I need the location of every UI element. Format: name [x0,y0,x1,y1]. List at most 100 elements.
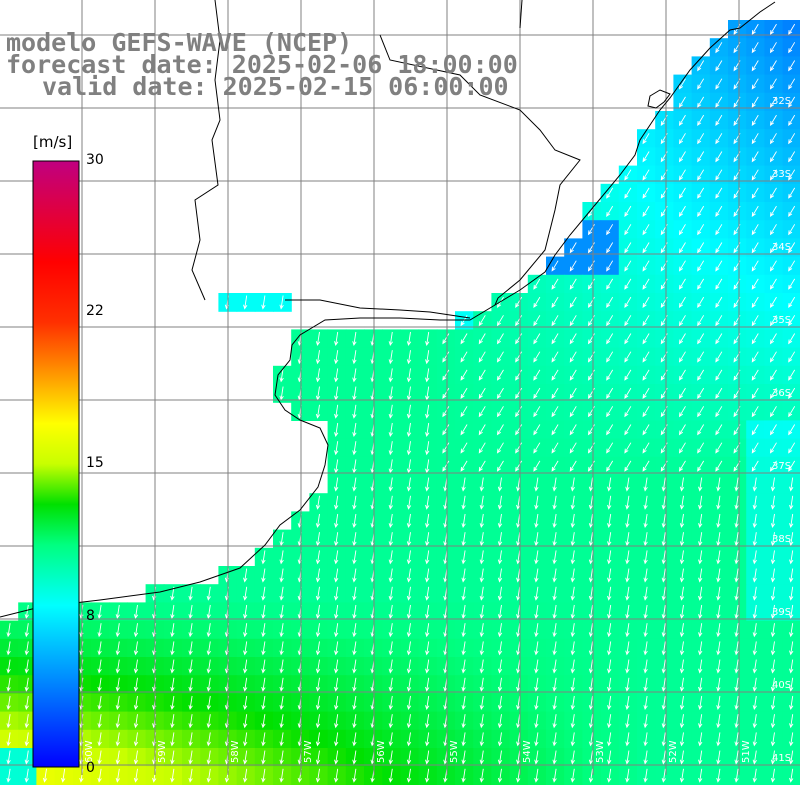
wind-arrow [607,550,612,565]
wind-arrow [789,623,794,638]
wind-arrow [315,641,321,656]
wind-arrow [570,586,575,601]
wind-arrow [534,750,539,765]
wind-arrow [788,260,796,272]
wind-arrow [534,677,539,692]
latitude-label: 36S [772,388,791,399]
wind-arrow [643,586,648,601]
wind-arrow [679,659,685,674]
wind-arrow [607,659,612,674]
wind-arrow [715,460,723,472]
wind-arrow [425,768,430,783]
valid-date: valid date: 2025-02-15 06:00:00 [42,72,509,101]
wind-arrow [24,695,29,711]
wind-arrow [752,604,757,620]
wind-arrow [388,750,393,765]
wind-arrow [442,424,450,436]
wind-arrow [751,42,759,54]
wind-arrow [734,604,739,620]
wind-arrow [788,78,796,90]
wind-arrow [569,296,577,309]
wind-arrow [552,513,557,529]
wind-arrow [697,315,705,327]
wind-arrow [388,404,393,419]
wind-arrow [643,568,648,583]
wind-arrow [496,387,504,400]
wind-arrow [788,278,796,290]
wind-arrow [97,677,102,692]
wind-arrow [97,695,102,711]
wind-arrow [352,768,357,783]
wind-arrow [643,532,648,547]
wind-arrow [643,732,648,747]
wind-arrow [624,242,632,254]
wind-arrow [607,677,612,692]
wind-arrow [751,460,759,472]
wind-arrow [479,586,484,601]
wind-arrow [769,460,777,472]
wind-arrow [496,406,504,418]
wind-arrow [588,550,594,565]
wind-arrow [461,568,466,583]
wind-arrow [496,333,504,345]
wind-arrow [461,623,466,638]
wind-arrow [624,205,632,218]
wind-arrow [516,714,521,729]
wind-arrow [788,187,796,199]
wind-arrow [461,532,466,547]
wind-arrow [315,404,321,419]
wind-arrow [716,550,721,565]
wind-arrow [206,677,211,692]
wind-arrow [716,714,721,729]
wind-arrow [769,23,777,36]
wind-arrow [261,586,266,601]
wind-arrow [534,659,539,674]
wind-arrow [607,513,612,529]
wind-arrow [625,550,630,565]
wind-arrow [533,442,541,454]
wind-arrow [569,278,577,290]
wind-arrow [334,586,339,601]
wind-arrow [533,333,541,345]
wind-arrow [698,714,703,729]
wind-arrow [406,368,412,383]
wind-arrow [789,477,794,492]
wind-arrow [334,477,339,492]
wind-arrow [678,351,686,363]
wind-arrow [551,442,559,454]
wind-arrow [516,695,521,711]
wind-arrow [734,550,739,565]
wind-arrow [206,641,211,656]
wind-arrow [388,641,393,656]
wind-arrow [115,623,120,638]
wind-arrow [315,586,321,601]
wind-arrow [243,714,248,729]
wind-arrow [788,205,796,218]
wind-arrow [607,768,612,783]
wind-arrow [478,387,486,400]
wind-arrow [625,604,630,620]
wind-arrow [715,242,723,254]
wind-arrow [352,641,357,656]
wind-arrow [569,242,577,254]
wind-arrow [261,677,266,692]
wind-arrow [279,550,284,565]
wind-arrow [479,550,484,565]
wind-arrow [425,714,430,729]
lagoon-outline [647,89,671,109]
wind-arrow [388,513,393,529]
wind-arrow [715,369,723,381]
latitude-label: 33S [772,169,791,180]
wind-arrow [497,677,503,692]
wind-arrow [679,732,685,747]
wind-arrow [97,604,102,620]
wind-arrow [315,659,321,674]
wind-arrow [442,351,450,363]
wind-arrow [642,242,650,254]
wind-arrow [769,224,777,236]
wind-arrow [569,333,577,345]
wind-arrow [697,424,705,436]
wind-arrow [24,732,29,747]
wind-arrow [788,169,796,181]
wind-arrow [751,133,759,145]
